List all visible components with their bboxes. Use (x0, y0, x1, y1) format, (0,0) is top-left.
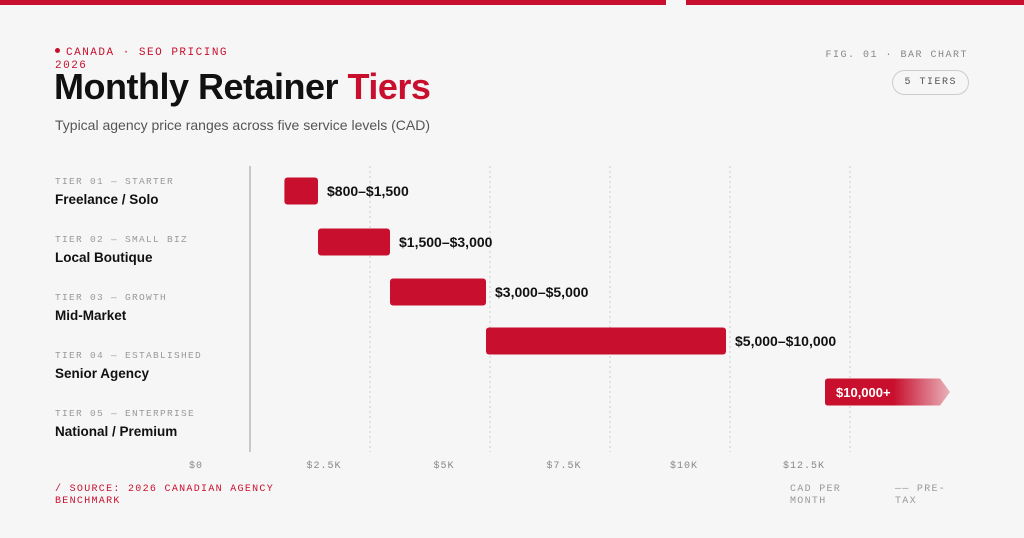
tax-note: —— PRE-TAX (895, 484, 947, 507)
eyebrow: CANADA · SEO PRICING 2026 (55, 47, 255, 73)
bar-value-label: $3,000–$5,000 (495, 284, 589, 300)
title-main: Monthly Retainer (54, 66, 339, 107)
page-subtitle: Typical agency price ranges across five … (55, 117, 431, 133)
tier-name: Mid-Market (55, 308, 127, 323)
tier-name: National / Premium (55, 424, 178, 439)
x-tick-label: $2.5K (306, 460, 341, 472)
figure-label: FIG. 01 · BAR CHART (825, 50, 968, 61)
tier-row-label: TIER 03 — GROWTH Mid-Market (55, 292, 167, 324)
tier-kicker: TIER 05 — ENTERPRISE (55, 408, 196, 419)
bar-value-label: $5,000–$10,000 (735, 333, 836, 349)
top-accent-bar-left (0, 0, 666, 5)
source-note: / SOURCE: 2026 CANADIAN AGENCY BENCHMARK (55, 484, 275, 507)
tier-name: Senior Agency (55, 366, 150, 381)
x-tick-label: $12.5K (783, 460, 825, 472)
x-tick-label: $0 (189, 460, 203, 472)
tier-row-label: TIER 05 — ENTERPRISE National / Premium (55, 408, 195, 440)
tier-row-label: TIER 02 — SMALL BIZ Local Boutique (55, 234, 188, 266)
tier-kicker: TIER 04 — ESTABLISHED (55, 350, 203, 361)
range-bar (318, 228, 390, 256)
unit-note: CAD PER MONTH (790, 484, 842, 507)
x-tick-label: $7.5K (546, 460, 581, 472)
open-ended-bar (825, 378, 950, 406)
tier-kicker: TIER 01 — STARTER (55, 176, 175, 187)
top-accent-bar-right (686, 0, 1024, 5)
x-tick-label: $10K (670, 460, 698, 472)
title-accent: Tiers (347, 66, 431, 107)
bar-value-label: $800–$1,500 (327, 183, 409, 199)
eyebrow-text: CANADA · SEO PRICING 2026 (55, 47, 229, 72)
tier-row-label: TIER 01 — STARTER Freelance / Solo (55, 176, 174, 208)
range-bar (284, 177, 318, 205)
range-bar (486, 327, 726, 355)
page-title: Monthly Retainer Tiers (54, 66, 431, 108)
tier-name: Freelance / Solo (55, 192, 159, 207)
bar-value-label: $10,000+ (836, 385, 891, 400)
range-bar (390, 278, 486, 306)
tier-kicker: TIER 03 — GROWTH (55, 292, 168, 303)
tier-row-label: TIER 04 — ESTABLISHED Senior Agency (55, 350, 202, 382)
tier-name: Local Boutique (55, 250, 153, 265)
eyebrow-dot-icon (55, 48, 60, 53)
tier-kicker: TIER 02 — SMALL BIZ (55, 234, 189, 245)
tier-count-badge: 5 TIERS (892, 70, 969, 95)
x-tick-label: $5K (433, 460, 454, 472)
bar-value-label: $1,500–$3,000 (399, 234, 493, 250)
